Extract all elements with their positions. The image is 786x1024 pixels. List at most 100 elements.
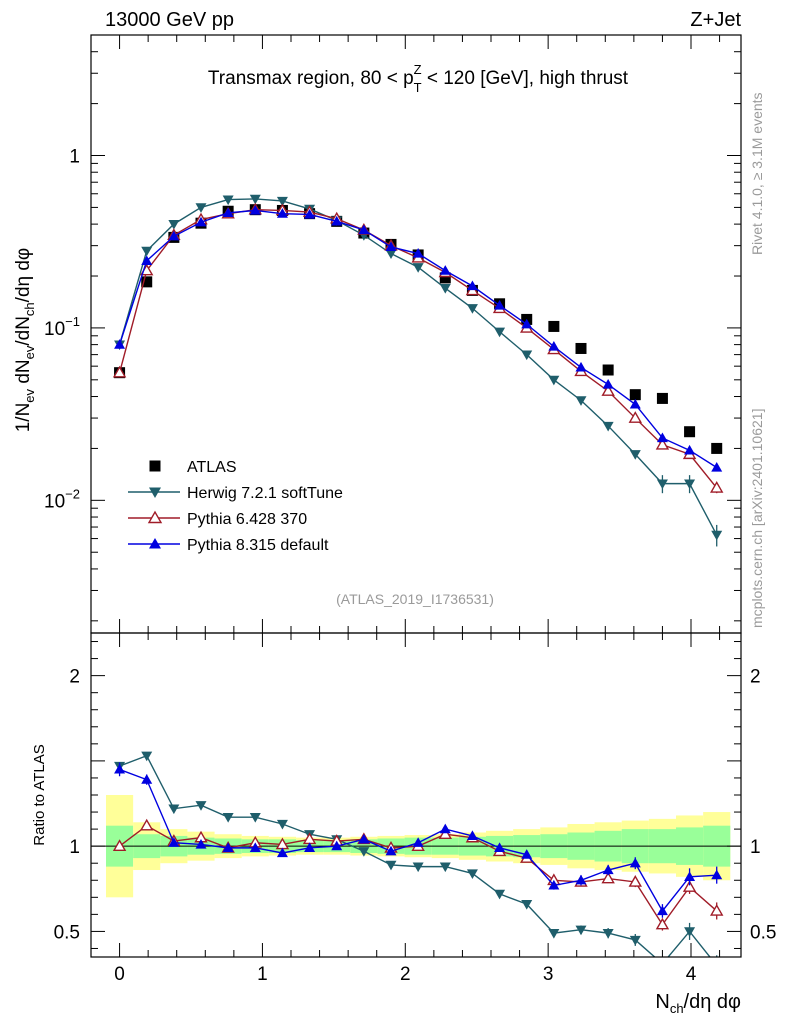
marker-pythia8 bbox=[304, 208, 316, 219]
ratio-marker-pythia8 bbox=[114, 763, 126, 774]
legend-marker-atlas bbox=[149, 460, 161, 472]
y-tick-label: 10−2 bbox=[44, 486, 80, 512]
ratio-marker-pythia8 bbox=[276, 847, 288, 858]
ratio-marker-pythia8 bbox=[331, 840, 343, 851]
ratio-marker-pythia6 bbox=[628, 875, 642, 887]
legend-label-herwig: Herwig 7.2.1 softTune bbox=[187, 485, 343, 502]
y-tick-label-base: 1 bbox=[69, 147, 80, 168]
marker-pythia8 bbox=[439, 265, 451, 275]
marker-herwig bbox=[276, 196, 288, 207]
marker-herwig bbox=[494, 327, 506, 338]
x-axis-label-part: N bbox=[655, 991, 669, 1013]
ratio-marker-pythia8 bbox=[439, 823, 451, 834]
y-tick-label: 1 bbox=[69, 147, 80, 168]
ratio-marker-herwig bbox=[548, 929, 560, 939]
marker-pythia8 bbox=[466, 280, 478, 291]
ratio-marker-herwig bbox=[657, 960, 668, 970]
marker-pythia8 bbox=[141, 255, 153, 265]
marker-pythia6 bbox=[710, 481, 724, 493]
x-tick-label: 1 bbox=[257, 964, 268, 985]
y-axis-label-part: ev bbox=[22, 345, 37, 359]
ratio-marker-pythia8 bbox=[602, 864, 614, 875]
marker-pythia8 bbox=[575, 361, 587, 372]
y-axis-label-part: 1/N bbox=[13, 403, 34, 433]
marker-pythia8 bbox=[656, 432, 668, 443]
legend: ATLAS Herwig 7.2.1 softTune Pythia 6.428 3… bbox=[128, 459, 343, 554]
ratio-marker-pythia8 bbox=[521, 849, 533, 859]
marker-herwig bbox=[222, 195, 234, 206]
ratio-panel: 0 1 2 3 4 0.5 0.5 1 1 2 2 Ratio to ATLAS Nch/dη dφ bbox=[31, 632, 776, 1016]
marker-herwig bbox=[575, 396, 587, 406]
ratio-y-axis-label: Ratio to ATLAS bbox=[31, 744, 48, 845]
marker-pythia8 bbox=[331, 215, 343, 226]
ratio-series-group bbox=[112, 751, 724, 971]
marker-atlas bbox=[439, 272, 451, 284]
ratio-marker-herwig bbox=[711, 961, 722, 971]
marker-herwig bbox=[711, 530, 723, 541]
ratio-y-tick-label-left: 2 bbox=[69, 667, 80, 688]
ratio-marker-pythia6 bbox=[655, 917, 670, 930]
ratio-marker-pythia6 bbox=[438, 827, 452, 840]
marker-pythia6 bbox=[112, 365, 127, 378]
plot-title-sub: T bbox=[414, 80, 422, 95]
ratio-marker-pythia8 bbox=[548, 879, 560, 890]
marker-herwig bbox=[602, 421, 614, 432]
ratio-marker-pythia8 bbox=[222, 842, 234, 852]
ratio-marker-herwig bbox=[358, 847, 370, 857]
ratio-marker-pythia8 bbox=[656, 905, 668, 916]
y-tick-label-base: 10 bbox=[44, 491, 65, 512]
marker-atlas bbox=[684, 426, 696, 438]
x-tick-label: 0 bbox=[114, 964, 125, 985]
y-axis-label-part: /dN bbox=[13, 316, 34, 346]
marker-herwig bbox=[385, 249, 397, 260]
legend-label-pythia8: Pythia 8.315 default bbox=[187, 537, 329, 554]
ratio-y-tick-label-right: 2 bbox=[750, 667, 761, 688]
y-axis-label-part: ev bbox=[22, 388, 37, 402]
plot-title-part: < 120 [GeV], high thrust bbox=[422, 68, 629, 89]
marker-herwig bbox=[412, 263, 424, 273]
ratio-marker-pythia6 bbox=[682, 880, 697, 892]
marker-herwig bbox=[521, 350, 533, 361]
ratio-marker-herwig bbox=[521, 900, 533, 910]
ratio-marker-pythia8 bbox=[304, 842, 316, 852]
plot-title-part: Transmax region, 80 < p bbox=[208, 68, 414, 89]
y-axis-label-part: dN bbox=[13, 359, 34, 389]
ratio-y-tick-label-left: 0.5 bbox=[54, 922, 80, 943]
x-tick-label: 2 bbox=[400, 964, 411, 985]
marker-atlas bbox=[575, 342, 587, 354]
y-tick-label-exp: −1 bbox=[65, 314, 80, 329]
y-axis-label: 1/Nev dNev/dNch/dη dφ bbox=[13, 248, 37, 433]
ratio-marker-pythia8 bbox=[494, 842, 506, 852]
ratio-y-tick-label-right: 0.5 bbox=[750, 922, 776, 943]
y-tick-label: 10−1 bbox=[44, 314, 80, 340]
marker-herwig bbox=[439, 284, 451, 294]
marker-pythia8 bbox=[385, 241, 397, 252]
ratio-marker-herwig bbox=[412, 862, 424, 873]
ratio-marker-herwig bbox=[249, 813, 261, 823]
y-axis-label-part: /dη dφ bbox=[13, 248, 34, 303]
marker-atlas bbox=[602, 364, 614, 376]
legend-marker-pythia8 bbox=[149, 538, 161, 549]
ratio-marker-pythia8 bbox=[358, 833, 370, 844]
energy-label: 13000 GeV pp bbox=[105, 9, 234, 31]
marker-atlas bbox=[141, 276, 153, 288]
marker-herwig bbox=[684, 479, 696, 490]
marker-herwig bbox=[629, 450, 641, 460]
ratio-marker-herwig bbox=[629, 935, 641, 946]
ratio-marker-pythia8 bbox=[412, 837, 424, 847]
y-tick-label-base: 10 bbox=[44, 319, 65, 340]
ratio-marker-pythia8 bbox=[195, 838, 207, 849]
marker-pythia6 bbox=[601, 384, 615, 396]
ratio-marker-herwig bbox=[141, 751, 153, 762]
ratio-y-tick-label-right: 1 bbox=[750, 837, 761, 858]
ratio-marker-herwig bbox=[494, 889, 506, 900]
ratio-marker-herwig bbox=[602, 929, 614, 939]
x-tick-label: 3 bbox=[543, 964, 554, 985]
marker-herwig bbox=[249, 194, 261, 205]
marker-pythia8 bbox=[548, 341, 560, 351]
rivet-version-label: Rivet 4.1.0, ≥ 3.1M events bbox=[749, 92, 765, 255]
marker-pythia8 bbox=[276, 208, 288, 218]
ratio-marker-pythia6 bbox=[112, 839, 127, 851]
